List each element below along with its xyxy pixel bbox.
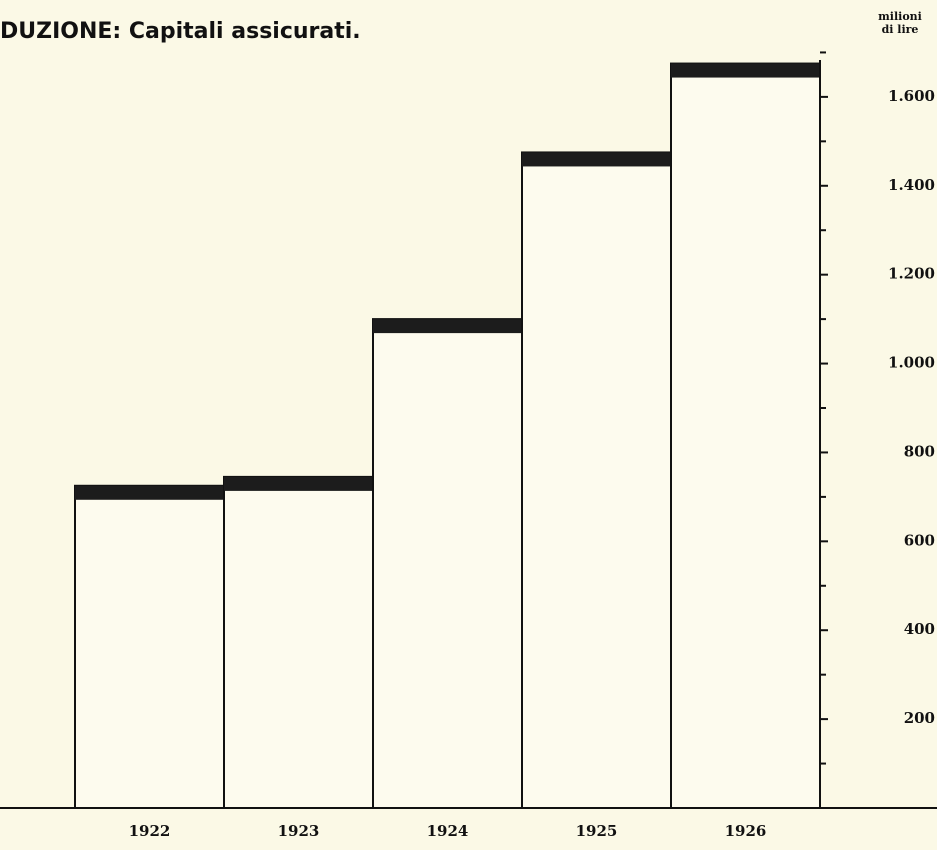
bar bbox=[223, 475, 374, 809]
x-tick-label: 1922 bbox=[129, 822, 171, 840]
bar bbox=[670, 62, 821, 810]
y-tick-label: 1.600 bbox=[888, 87, 935, 105]
bar-cap bbox=[522, 152, 671, 167]
unit-label: di lire bbox=[882, 23, 919, 36]
x-tick-label: 1925 bbox=[576, 822, 618, 840]
x-tick-label: 1924 bbox=[427, 822, 469, 840]
y-tick-label: 1.000 bbox=[888, 354, 935, 372]
bar bbox=[372, 318, 523, 809]
bar-cap bbox=[224, 476, 373, 491]
y-tick-label: 600 bbox=[904, 531, 935, 549]
y-tick-label: 800 bbox=[904, 442, 935, 460]
y-tick-label: 1.400 bbox=[888, 176, 935, 194]
y-tick-label: 200 bbox=[904, 709, 935, 727]
y-tick-label: 400 bbox=[904, 620, 935, 638]
y-tick-label: 1.200 bbox=[888, 265, 935, 283]
x-tick-label: 1926 bbox=[725, 822, 767, 840]
unit-label: milioni bbox=[878, 10, 922, 23]
bar bbox=[74, 484, 225, 809]
chart-title: DUZIONE: Capitali assicurati. bbox=[0, 19, 361, 44]
bar-cap bbox=[671, 63, 820, 78]
bar-cap bbox=[373, 319, 522, 334]
bar bbox=[521, 151, 672, 809]
x-tick-label: 1923 bbox=[278, 822, 320, 840]
bar-cap bbox=[75, 485, 224, 500]
